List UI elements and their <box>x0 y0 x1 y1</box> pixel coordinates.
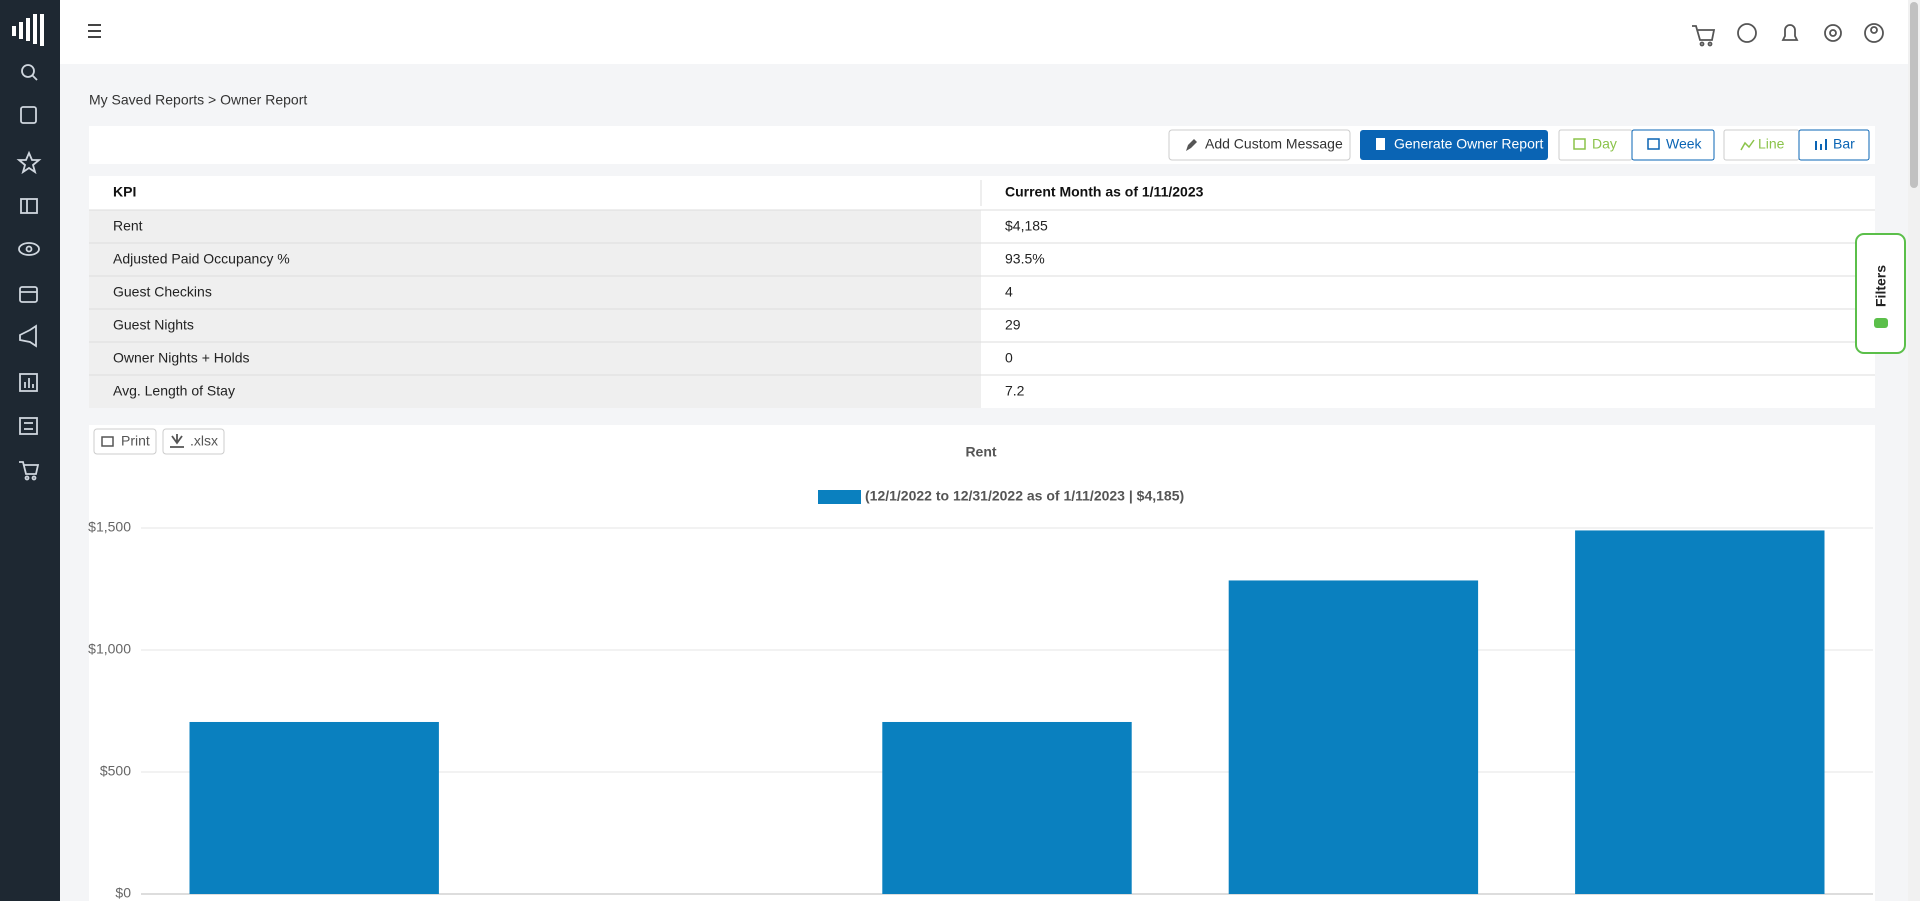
table-cell: 4 <box>1005 284 1013 300</box>
breadcrumb[interactable]: My Saved Reports > Owner Report <box>89 92 307 108</box>
table-cell: Avg. Length of Stay <box>113 383 235 399</box>
y-tick-label: $1,000 <box>88 641 131 657</box>
table-row-value-bg <box>981 243 1875 276</box>
table-row-value-bg <box>981 342 1875 375</box>
bar-button[interactable] <box>1798 129 1870 161</box>
y-tick-label: $500 <box>100 763 131 779</box>
table-row-label-bg <box>89 375 981 408</box>
table-cell: $4,185 <box>1005 218 1048 234</box>
add-message-button[interactable] <box>1168 129 1351 161</box>
menu-button[interactable] <box>88 24 101 38</box>
table-cell: Rent <box>113 218 143 234</box>
table-cell: 7.2 <box>1005 383 1025 399</box>
scrollbar-thumb[interactable] <box>1910 2 1918 188</box>
table-row-label-bg <box>89 276 981 309</box>
bar <box>1228 580 1479 894</box>
kpi-table: KPI Current Month as of 1/11/2023 Rent $4… <box>89 176 1875 408</box>
chart-title: Rent <box>965 444 996 460</box>
day-label: Day <box>1592 136 1617 152</box>
table-cell: 29 <box>1005 317 1021 333</box>
table-cell: 93.5% <box>1005 251 1045 267</box>
week-label: Week <box>1666 136 1703 152</box>
table-row-value-bg <box>981 276 1875 309</box>
table-header <box>89 176 1875 210</box>
bar <box>1575 530 1825 894</box>
table-row-label-bg <box>89 243 981 276</box>
sidebar-icons[interactable] <box>16 64 42 481</box>
bar <box>189 721 439 894</box>
week-icon <box>1647 138 1660 150</box>
file-icon <box>1376 138 1385 150</box>
table-cell: 0 <box>1005 350 1013 366</box>
bar-icon <box>1815 139 1827 150</box>
table-cell: Guest Nights <box>113 317 194 333</box>
table-cell: Guest Checkins <box>113 284 212 300</box>
line-label: Line <box>1758 136 1785 152</box>
filters-label: Filters <box>1873 265 1889 307</box>
print-button[interactable] <box>93 428 157 455</box>
chart: $0 $500 $1,000 $1,500 (12/1/2022 to 12/31/20… <box>88 488 1873 901</box>
print-label: Print <box>121 433 150 449</box>
xlsx-label: .xlsx <box>190 433 218 449</box>
y-tick-label: $0 <box>115 885 131 901</box>
table-row-label-bg <box>89 309 981 342</box>
week-button[interactable] <box>1631 129 1715 161</box>
scrollbar <box>1908 0 1920 901</box>
download-icon <box>170 434 184 448</box>
filters-tab[interactable] <box>1855 233 1906 354</box>
y-tick-label: $1,500 <box>88 519 131 535</box>
sidebar <box>0 0 60 901</box>
table-header-cell: KPI <box>113 184 136 200</box>
top-bar <box>60 0 1908 64</box>
table-row-label-bg <box>89 210 981 243</box>
legend-swatch <box>818 490 861 504</box>
add-message-label: Add Custom Message <box>1205 136 1343 152</box>
bar-label: Bar <box>1833 136 1855 152</box>
generate-label: Generate Owner Report <box>1394 136 1544 152</box>
generate-button[interactable] <box>1360 130 1548 160</box>
table-cell: Adjusted Paid Occupancy % <box>113 251 290 267</box>
table-row-value-bg <box>981 375 1875 408</box>
top-icons[interactable] <box>1692 23 1884 47</box>
logo <box>12 14 44 46</box>
table-cell: Owner Nights + Holds <box>113 350 250 366</box>
table-row-value-bg <box>981 309 1875 342</box>
filters-icon <box>1874 318 1888 328</box>
legend-label: (12/1/2022 to 12/31/2022 as of 1/11/2023… <box>865 488 1184 504</box>
table-row-label-bg <box>89 342 981 375</box>
table-header-cell: Current Month as of 1/11/2023 <box>1005 184 1204 200</box>
pencil-icon <box>1186 139 1197 151</box>
day-icon <box>1573 138 1586 150</box>
line-icon <box>1740 139 1755 151</box>
table-row-value-bg <box>981 210 1875 243</box>
bar <box>882 721 1132 894</box>
print-icon <box>101 436 114 447</box>
